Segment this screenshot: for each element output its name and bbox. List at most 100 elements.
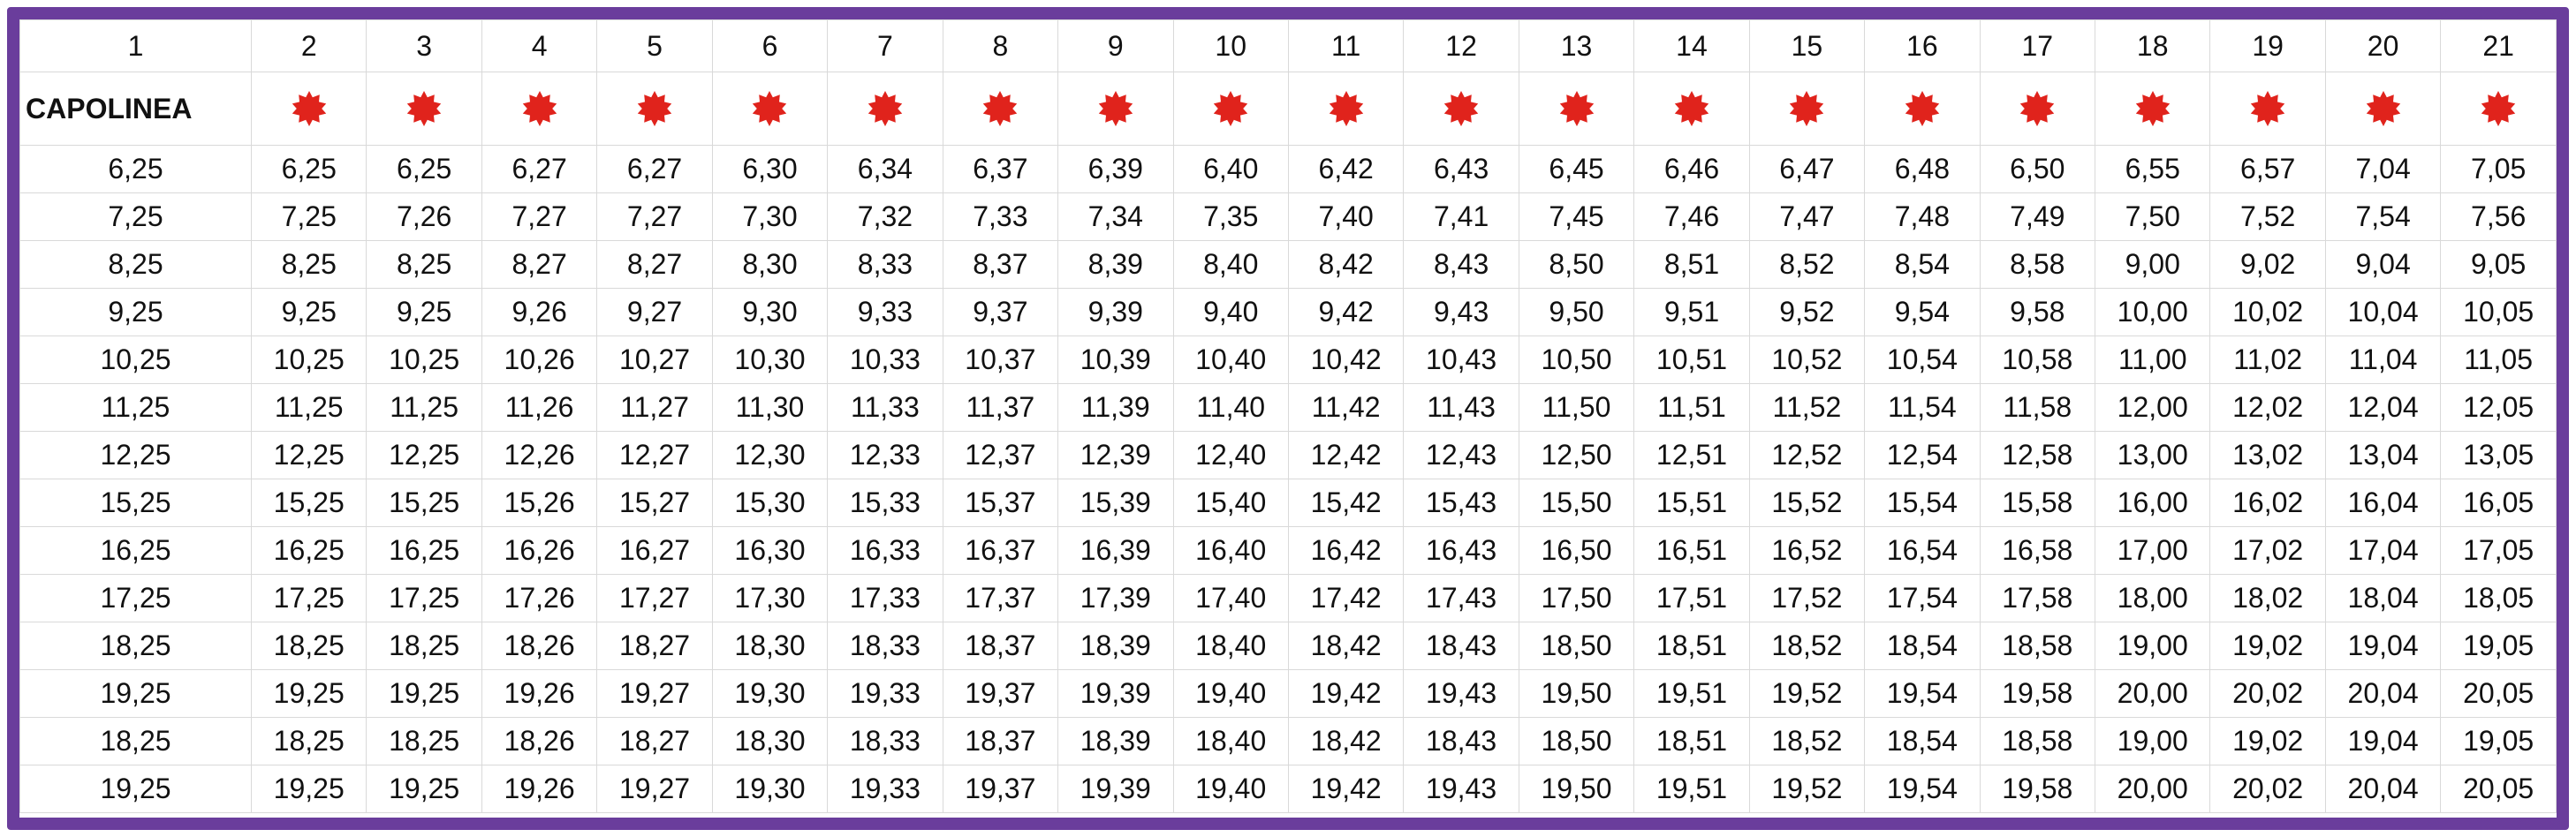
time-cell: 6,25 (366, 145, 482, 193)
time-cell: 10,39 (1057, 336, 1174, 384)
time-cell: 15,37 (942, 479, 1059, 527)
time-cell: 19,30 (711, 669, 829, 718)
time-cell: 19,26 (481, 669, 598, 718)
time-cell: 11,42 (1287, 383, 1405, 432)
star-icon (2481, 91, 2516, 127)
time-cell: 12,42 (1287, 431, 1405, 479)
star-cell (1748, 72, 1866, 146)
time-cell: 19,00 (2094, 717, 2211, 765)
time-cell: 11,25 (250, 383, 367, 432)
time-cell: 16,54 (1864, 526, 1981, 575)
star-cell (1172, 72, 1289, 146)
time-cell: 8,54 (1864, 240, 1981, 289)
column-number: 19 (2209, 19, 2326, 72)
time-cell: 12,25 (250, 431, 367, 479)
table-body: 1 2 3 4 5 6 7 8 9 10 11 12 13 14 15 16 17 18 19 20 21 CAPOLIN… (19, 19, 2557, 813)
timetable: 1 2 3 4 5 6 7 8 9 10 11 12 13 14 15 16 17 18 19 20 21 CAPOLIN… (19, 19, 2557, 813)
time-cell: 19,25 (366, 669, 482, 718)
time-cell: 13,02 (2209, 431, 2326, 479)
star-icon (292, 91, 326, 127)
time-cell: 11,27 (596, 383, 713, 432)
time-cell: 17,42 (1287, 574, 1405, 622)
time-cell: 19,00 (2094, 622, 2211, 670)
terminus-label: CAPOLINEA (19, 72, 252, 146)
time-cell: 12,58 (1979, 431, 2096, 479)
time-cell: 12,30 (711, 431, 829, 479)
time-cell: 19,52 (1748, 765, 1866, 813)
time-cell: 19,02 (2209, 717, 2326, 765)
time-cell: 8,27 (481, 240, 598, 289)
time-cell: 19,51 (1633, 669, 1750, 718)
time-cell: 12,00 (2094, 383, 2211, 432)
time-cell: 16,52 (1748, 526, 1866, 575)
time-cell: 15,26 (481, 479, 598, 527)
time-cell: 18,40 (1172, 622, 1289, 670)
time-cell: 19,58 (1979, 669, 2096, 718)
time-cell: 17,25 (366, 574, 482, 622)
star-cell (250, 72, 367, 146)
column-number: 16 (1864, 19, 1981, 72)
star-icon (2135, 91, 2170, 127)
time-cell: 18,54 (1864, 717, 1981, 765)
time-cell: 10,33 (827, 336, 943, 384)
time-cell: 10,00 (2094, 288, 2211, 336)
time-cell: 10,05 (2440, 288, 2557, 336)
time-cell: 9,54 (1864, 288, 1981, 336)
time-cell: 12,37 (942, 431, 1059, 479)
time-cell: 6,47 (1748, 145, 1866, 193)
time-cell: 16,58 (1979, 526, 2096, 575)
time-cell: 7,34 (1057, 192, 1174, 241)
column-number: 14 (1633, 19, 1750, 72)
data-row: 9,25 9,25 9,25 9,26 9,27 9,30 9,33 9,37 9,39 9,40… (19, 288, 2557, 336)
data-row: 18,25 18,25 18,25 18,26 18,27 18,30 18,33 18,37… (19, 717, 2557, 765)
time-cell: 7,56 (2440, 192, 2557, 241)
time-cell: 20,05 (2440, 765, 2557, 813)
time-cell: 9,25 (366, 288, 482, 336)
time-cell: 17,05 (2440, 526, 2557, 575)
time-cell: 6,57 (2209, 145, 2326, 193)
star-cell (1979, 72, 2096, 146)
time-cell: 20,05 (2440, 669, 2557, 718)
star-cell (1518, 72, 1635, 146)
time-cell: 19,25 (19, 669, 252, 718)
time-cell: 18,58 (1979, 622, 2096, 670)
column-number: 18 (2094, 19, 2211, 72)
time-cell: 16,33 (827, 526, 943, 575)
time-cell: 9,02 (2209, 240, 2326, 289)
time-cell: 18,25 (250, 717, 367, 765)
time-cell: 10,25 (250, 336, 367, 384)
time-cell: 10,30 (711, 336, 829, 384)
time-cell: 11,52 (1748, 383, 1866, 432)
time-cell: 20,00 (2094, 765, 2211, 813)
time-cell: 15,39 (1057, 479, 1174, 527)
data-row: 8,25 8,25 8,25 8,27 8,27 8,30 8,33 8,37 8,39 8,40… (19, 240, 2557, 289)
time-cell: 9,39 (1057, 288, 1174, 336)
time-cell: 16,26 (481, 526, 598, 575)
time-cell: 18,30 (711, 622, 829, 670)
time-cell: 19,39 (1057, 765, 1174, 813)
time-cell: 6,34 (827, 145, 943, 193)
time-cell: 18,58 (1979, 717, 2096, 765)
time-cell: 6,42 (1287, 145, 1405, 193)
time-cell: 11,50 (1518, 383, 1635, 432)
time-cell: 16,50 (1518, 526, 1635, 575)
star-icon (1559, 91, 1594, 127)
star-icon (1214, 91, 1248, 127)
data-row: 16,25 16,25 16,25 16,26 16,27 16,30 16,33 16,37… (19, 526, 2557, 575)
time-cell: 19,42 (1287, 669, 1405, 718)
time-cell: 12,02 (2209, 383, 2326, 432)
time-cell: 7,49 (1979, 192, 2096, 241)
time-cell: 11,40 (1172, 383, 1289, 432)
time-cell: 15,40 (1172, 479, 1289, 527)
time-cell: 19,27 (596, 765, 713, 813)
time-cell: 19,39 (1057, 669, 1174, 718)
time-cell: 11,04 (2324, 336, 2442, 384)
time-cell: 7,50 (2094, 192, 2211, 241)
time-cell: 7,27 (481, 192, 598, 241)
time-cell: 18,37 (942, 622, 1059, 670)
time-cell: 18,27 (596, 717, 713, 765)
time-cell: 15,25 (19, 479, 252, 527)
time-cell: 17,25 (250, 574, 367, 622)
time-cell: 18,25 (366, 622, 482, 670)
time-cell: 19,33 (827, 765, 943, 813)
